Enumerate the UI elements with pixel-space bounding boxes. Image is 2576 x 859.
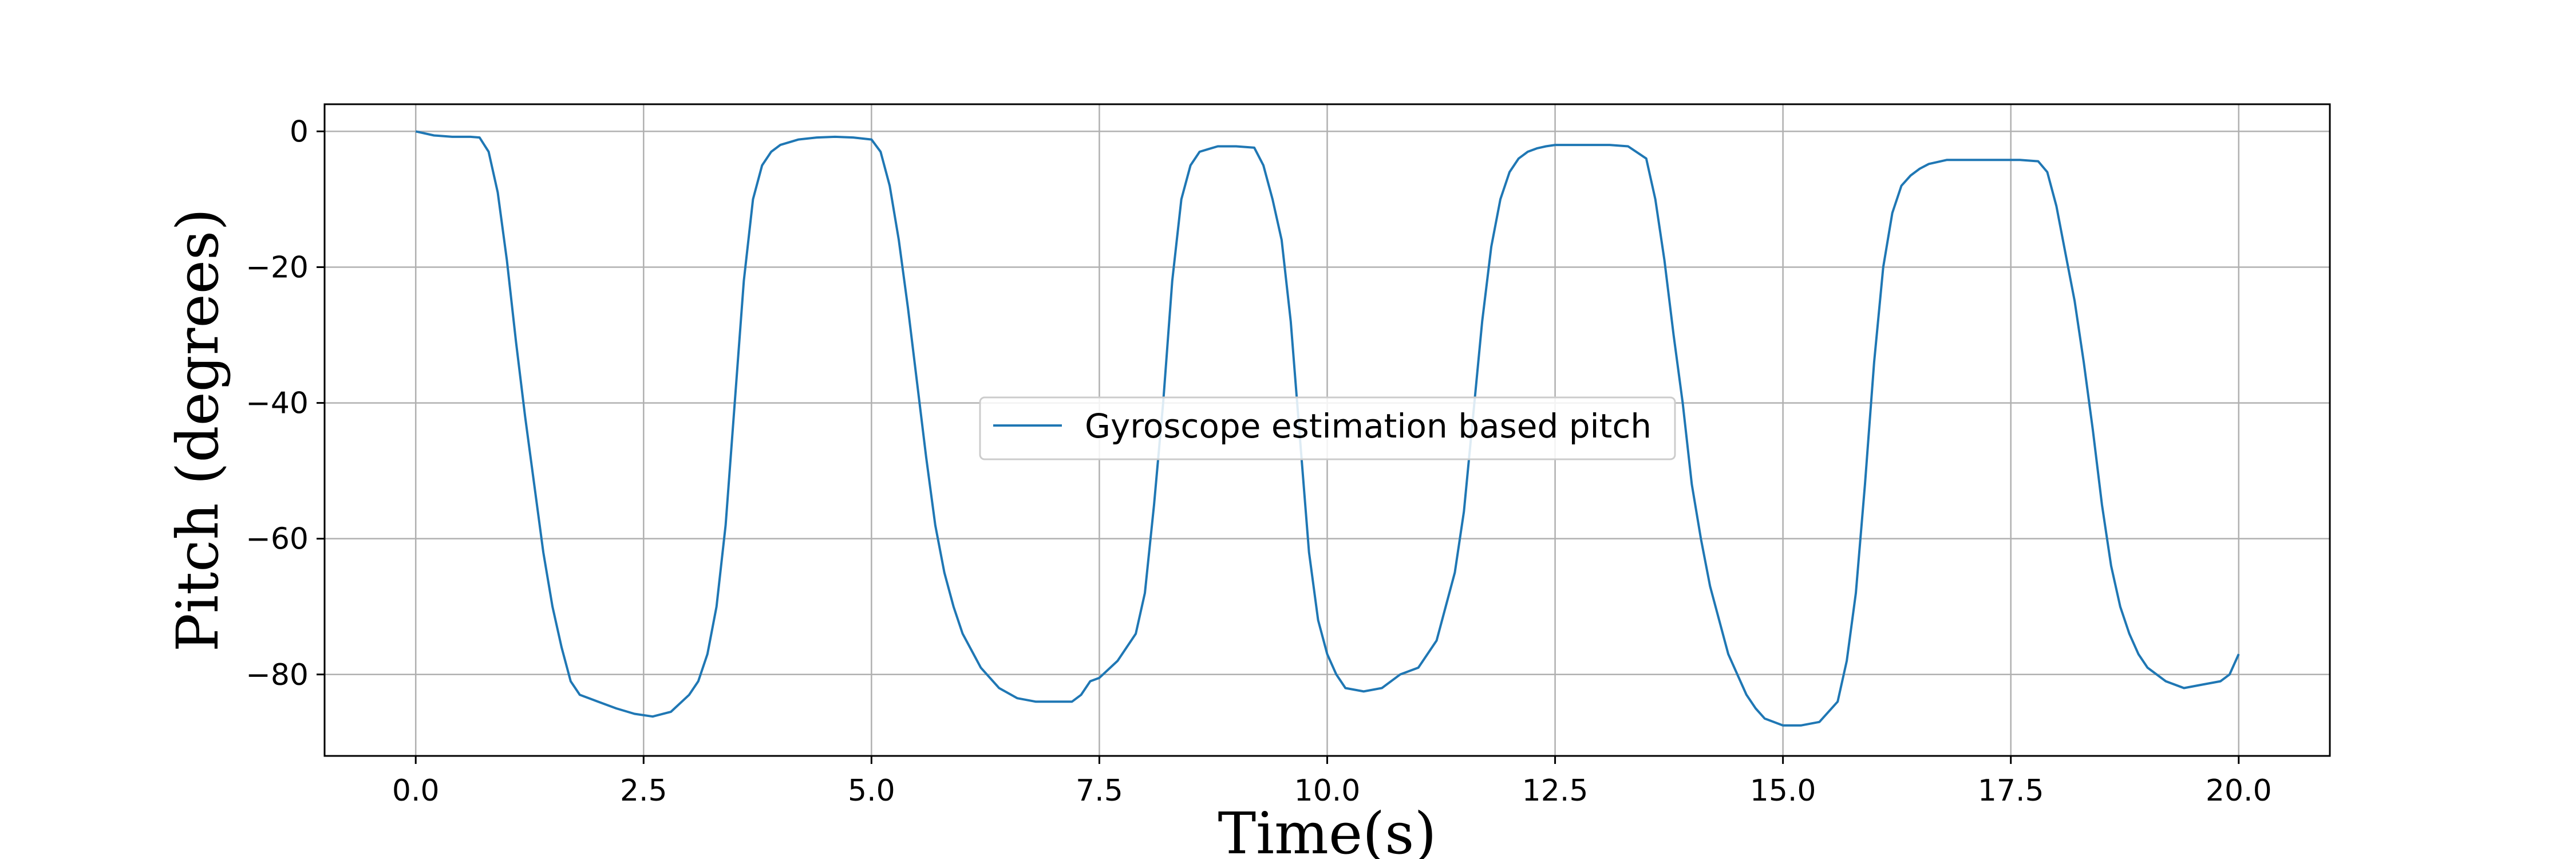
legend: Gyroscope estimation based pitch <box>979 396 1676 460</box>
y-tick-label: −40 <box>246 387 309 421</box>
axis-ticks: 0.0 2.5 5.0 7.5 10.0 12.5 15.0 17.5 20.0 0 −20 −40 −… <box>246 115 2271 808</box>
x-tick-label: 12.5 <box>1522 774 1589 808</box>
x-tick-label: 2.5 <box>620 774 667 808</box>
grid-lines <box>325 104 2330 756</box>
y-axis-title: Pitch (degrees) <box>164 208 231 652</box>
y-tick-label: −60 <box>246 522 309 557</box>
y-tick-label: −20 <box>246 251 309 285</box>
x-tick-label: 20.0 <box>2206 774 2272 808</box>
y-tick-label: 0 <box>290 115 309 149</box>
legend-label: Gyroscope estimation based pitch <box>1085 407 1652 446</box>
x-tick-label: 17.5 <box>1978 774 2044 808</box>
series-layer <box>415 130 2240 727</box>
legend-box <box>979 396 1676 460</box>
x-axis-title: Time(s) <box>1218 800 1436 859</box>
y-tick-label: −80 <box>246 658 309 692</box>
x-tick-label: 0.0 <box>392 774 440 808</box>
x-tick-label: 7.5 <box>1076 774 1123 808</box>
series-line-gyroscope-pitch <box>415 130 2240 727</box>
x-tick-label: 5.0 <box>848 774 895 808</box>
x-tick-label: 15.0 <box>1750 774 1816 808</box>
x-tick-label: 10.0 <box>1294 774 1361 808</box>
